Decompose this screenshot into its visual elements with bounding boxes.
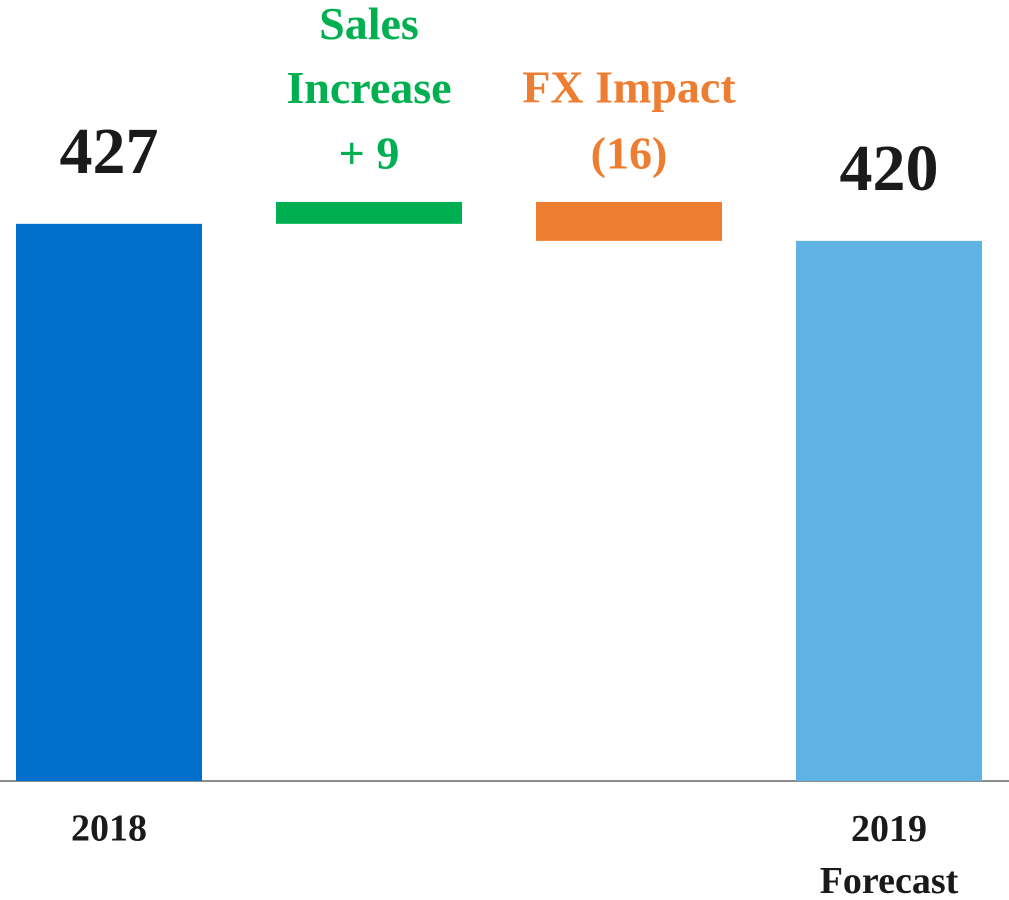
value-label: 427 — [60, 115, 159, 188]
value-label: 420 — [840, 132, 939, 205]
label-line: Increase — [286, 62, 451, 113]
category-label: Sales Increase — [286, 0, 451, 113]
bar — [276, 201, 462, 224]
label-line: 2019 — [851, 808, 927, 850]
label-line: Sales — [319, 0, 419, 49]
value-label: + 9 — [339, 128, 400, 179]
bar — [536, 201, 722, 241]
value-label: (16) — [591, 128, 668, 179]
category-label: FX Impact — [522, 62, 736, 113]
label-line: Forecast — [820, 860, 959, 900]
category-label: 2019 Forecast — [820, 808, 959, 900]
bar — [796, 240, 982, 782]
bar — [16, 223, 202, 781]
category-label: 2018 — [71, 808, 147, 850]
